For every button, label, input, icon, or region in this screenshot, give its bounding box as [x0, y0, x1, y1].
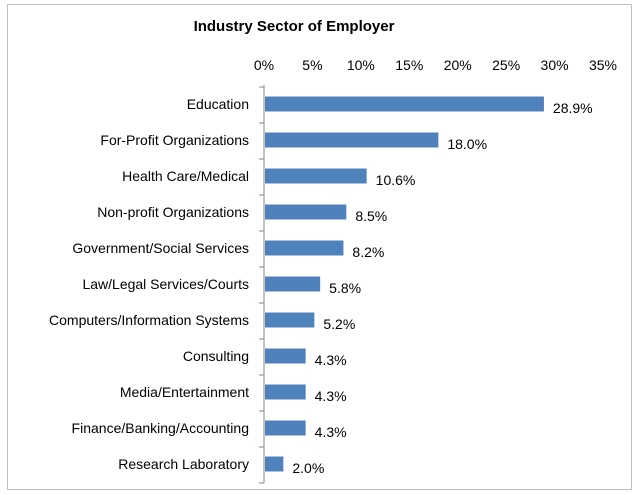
data-label: 5.2%: [323, 316, 355, 332]
category-label: Government/Social Services: [72, 240, 249, 256]
data-label: 10.6%: [376, 172, 416, 188]
category-label: Health Care/Medical: [122, 168, 249, 184]
data-label: 4.3%: [315, 388, 347, 404]
x-tick-label: 25%: [492, 57, 520, 73]
bar: [265, 96, 544, 112]
bar: [265, 204, 347, 220]
bar: [265, 312, 315, 328]
category-label: Media/Entertainment: [120, 384, 249, 400]
category-label: Education: [187, 96, 249, 112]
bar: [265, 276, 321, 292]
x-tick-label: 35%: [589, 57, 617, 73]
data-label: 4.3%: [315, 352, 347, 368]
bar: [265, 240, 344, 256]
category-label: Research Laboratory: [118, 456, 249, 472]
data-label: 5.8%: [329, 280, 361, 296]
x-tick-label: 30%: [541, 57, 569, 73]
data-label: 2.0%: [292, 460, 324, 476]
category-label: Computers/Information Systems: [49, 312, 249, 328]
data-label: 18.0%: [447, 136, 487, 152]
x-tick-label: 10%: [347, 57, 375, 73]
category-label: Finance/Banking/Accounting: [72, 420, 249, 436]
data-label: 8.5%: [355, 208, 387, 224]
x-tick-label: 5%: [302, 57, 322, 73]
category-label: For-Profit Organizations: [100, 132, 249, 148]
data-label: 8.2%: [352, 244, 384, 260]
x-tick-label: 20%: [444, 57, 472, 73]
bar: [265, 384, 306, 400]
category-label: Law/Legal Services/Courts: [82, 276, 249, 292]
data-label: 4.3%: [315, 424, 347, 440]
x-tick-label: 15%: [395, 57, 423, 73]
bar: [265, 456, 284, 472]
bar: [265, 168, 367, 184]
chart-title: Industry Sector of Employer: [193, 18, 395, 35]
category-label: Consulting: [183, 348, 249, 364]
bar: [265, 132, 439, 148]
bar: [265, 348, 306, 364]
x-tick-label: 0%: [254, 57, 274, 73]
bar: [265, 420, 306, 436]
category-label: Non-profit Organizations: [97, 204, 249, 220]
data-label: 28.9%: [553, 100, 593, 116]
